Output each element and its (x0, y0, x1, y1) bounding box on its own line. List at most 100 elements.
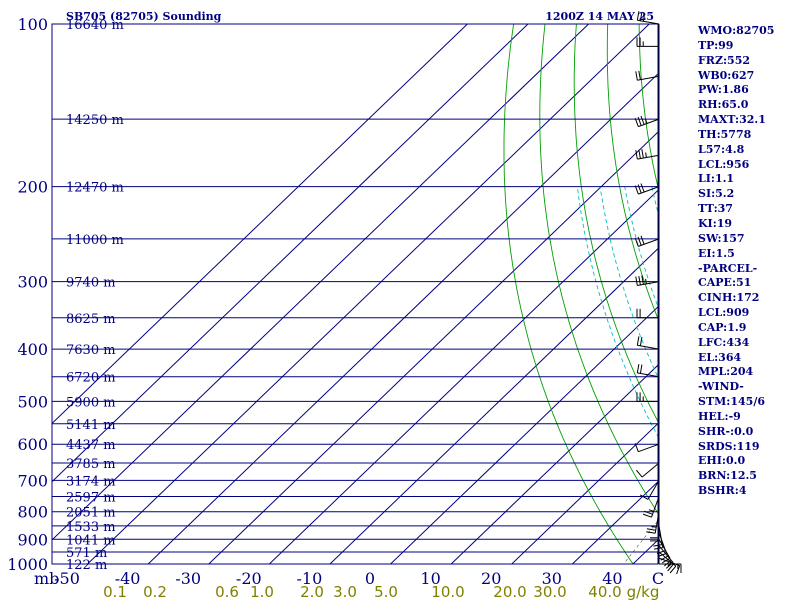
mixing-ratio-tick-label: 5.0 (374, 583, 398, 600)
mixing-ratio-tick-label: 40.0 (588, 583, 621, 600)
temperature-tick-label: -10 (297, 569, 323, 588)
sounding-index-item: TH:5778 (698, 127, 752, 141)
isotherm-lines (52, 24, 658, 564)
sounding-indices-panel: WMO:82705 TP:99 FRZ:552 WB0:627 PW:1.86 RH:65… (698, 24, 798, 499)
isotherm-line (52, 24, 468, 425)
isotherm-line (52, 24, 589, 541)
mixing-ratio-tick-label: 30.0 (533, 583, 566, 600)
mixing-ratio-tick-label: 0.6 (215, 583, 239, 600)
isotherm-line (86, 24, 650, 564)
pressure-tick-label: 300 (17, 273, 48, 292)
temperature-tick-label: -50 (54, 569, 80, 588)
isotherm-line (450, 364, 658, 564)
temperature-tick-label: 30 (542, 569, 562, 588)
wind-barb (658, 545, 674, 569)
isotherm-line (52, 24, 529, 483)
temperature-unit-label: C (652, 569, 664, 588)
temperature-tick-label: -30 (175, 569, 201, 588)
wind-barb (636, 336, 660, 350)
dry-adiabat-lines (503, 24, 658, 564)
wind-barb (634, 235, 660, 247)
pressure-tick-label: 1000 (7, 555, 48, 574)
sounding-index-item: MAXT:32.1 (698, 113, 766, 127)
temperature-tick-label: 0 (365, 569, 375, 588)
pressure-tick-label: 900 (17, 530, 48, 549)
sounding-index-item: LCL:956 (698, 157, 750, 171)
wind-barb (636, 364, 660, 378)
sounding-index-item: WMO:82705 (698, 24, 775, 37)
wind-barb (634, 115, 660, 128)
height-label: 5141 m (66, 418, 116, 433)
height-label: 2051 m (66, 506, 116, 521)
wind-barb (653, 525, 664, 550)
sounding-index-item: TP:99 (698, 38, 734, 52)
isotherm-line (208, 131, 658, 564)
sounding-index-item: -PARCEL- (698, 261, 758, 275)
isotherm-line (329, 247, 658, 564)
wind-barb (636, 462, 660, 478)
sounding-index-item: FRZ:552 (698, 53, 751, 67)
sounding-index-item: MPL:204 (698, 365, 754, 379)
isotherm-line (511, 422, 658, 564)
dry-adiabat-line (606, 24, 658, 320)
temperature-tick-label: -40 (115, 569, 141, 588)
height-label: 3785 m (66, 457, 116, 472)
mixing-ratio-tick-label: 2.0 (300, 583, 324, 600)
sounding-index-item: STM:145/6 (698, 395, 765, 409)
pressure-tick-label: 700 (17, 471, 48, 490)
sounding-index-item: EHI:0.0 (698, 454, 746, 468)
height-label: 14250 m (66, 113, 124, 128)
temperature-tick-label: -20 (236, 569, 262, 588)
mixing-ratio-line (622, 520, 658, 564)
sounding-index-item: RH:65.0 (698, 98, 749, 112)
wind-barb (634, 443, 660, 453)
pressure-tick-label: 600 (17, 435, 48, 454)
sounding-index-item: SHR-:0.0 (698, 424, 754, 438)
sounding-index-item: LCL:909 (698, 306, 750, 320)
sounding-index-item: LFC:434 (698, 335, 750, 349)
wind-barb (636, 11, 660, 25)
height-label: 9740 m (66, 276, 116, 291)
isotherm-line (389, 306, 658, 564)
pressure-unit-label: mb (34, 569, 59, 588)
isotherm-line (147, 73, 658, 564)
wind-barb (634, 183, 660, 195)
mixing-ratio-tick-label: 3.0 (333, 583, 357, 600)
temperature-tick-label: 40 (602, 569, 622, 588)
height-label: 1041 m (66, 533, 116, 548)
sounding-index-item: CINH:172 (698, 291, 760, 305)
height-label: 16640 m (66, 18, 124, 33)
sounding-index-item: LI:1.1 (698, 172, 735, 186)
mixing-ratio-unit-label: g/kg (627, 583, 660, 600)
chart-subtitle: 1200Z 14 MAY 25 (545, 10, 654, 23)
wind-barb (635, 275, 660, 286)
height-label: 4437 m (66, 438, 116, 453)
sounding-index-item: CAP:1.9 (698, 320, 747, 334)
dry-adiabat-line (539, 24, 658, 514)
chart-title: SB705 (82705) Sounding (66, 10, 222, 23)
wind-barb (636, 392, 659, 402)
height-label: 1533 m (66, 520, 116, 535)
height-label: 2597 m (66, 491, 116, 506)
height-label: 6720 m (66, 371, 116, 386)
sounding-index-item: WB0:627 (698, 68, 755, 82)
mixing-ratio-tick-label: 20.0 (493, 583, 526, 600)
height-label: 7630 m (66, 343, 116, 358)
pressure-tick-label: 100 (17, 15, 48, 34)
height-label: 8625 m (66, 312, 116, 327)
mixing-ratio-tick-label: 10.0 (431, 583, 464, 600)
wind-barb (639, 480, 660, 500)
sounding-index-item: EI:1.5 (698, 246, 735, 260)
height-label: 122 m (66, 558, 107, 573)
wind-barb (636, 37, 659, 47)
wind-barb (658, 551, 677, 574)
temperature-tick-label: 20 (481, 569, 501, 588)
sounding-index-item: BRN:12.5 (698, 469, 757, 483)
height-label: 571 m (66, 546, 107, 561)
sounding-index-item: PW:1.86 (698, 83, 749, 97)
height-label: 3174 m (66, 474, 116, 489)
height-label: 5900 m (66, 395, 116, 410)
isotherm-line (571, 480, 658, 564)
